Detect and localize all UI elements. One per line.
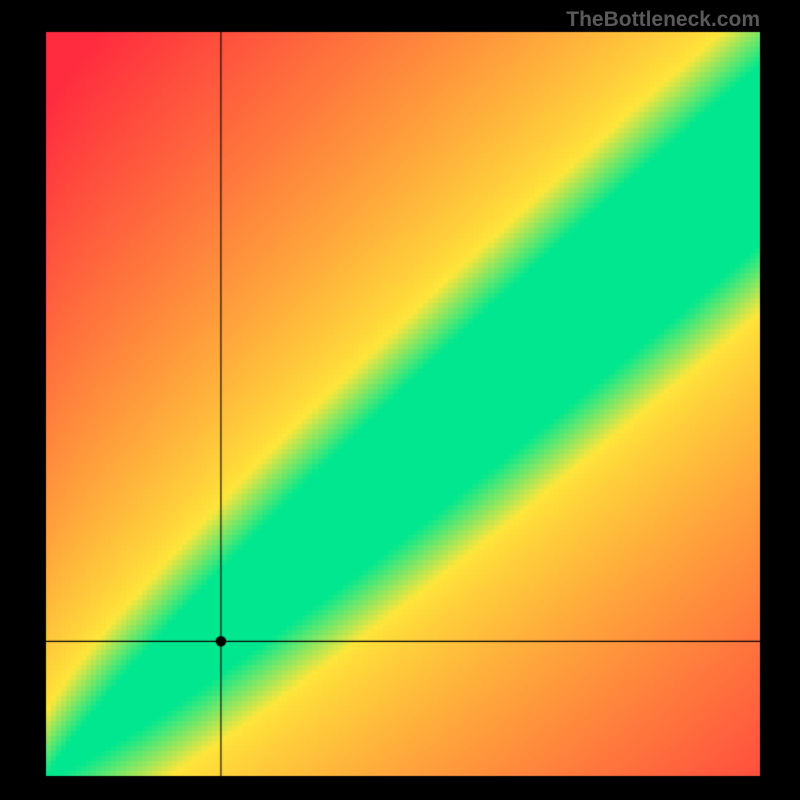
watermark-label: TheBottleneck.com	[566, 8, 760, 32]
bottleneck-heatmap	[0, 0, 800, 800]
chart-container: TheBottleneck.com	[0, 0, 800, 800]
